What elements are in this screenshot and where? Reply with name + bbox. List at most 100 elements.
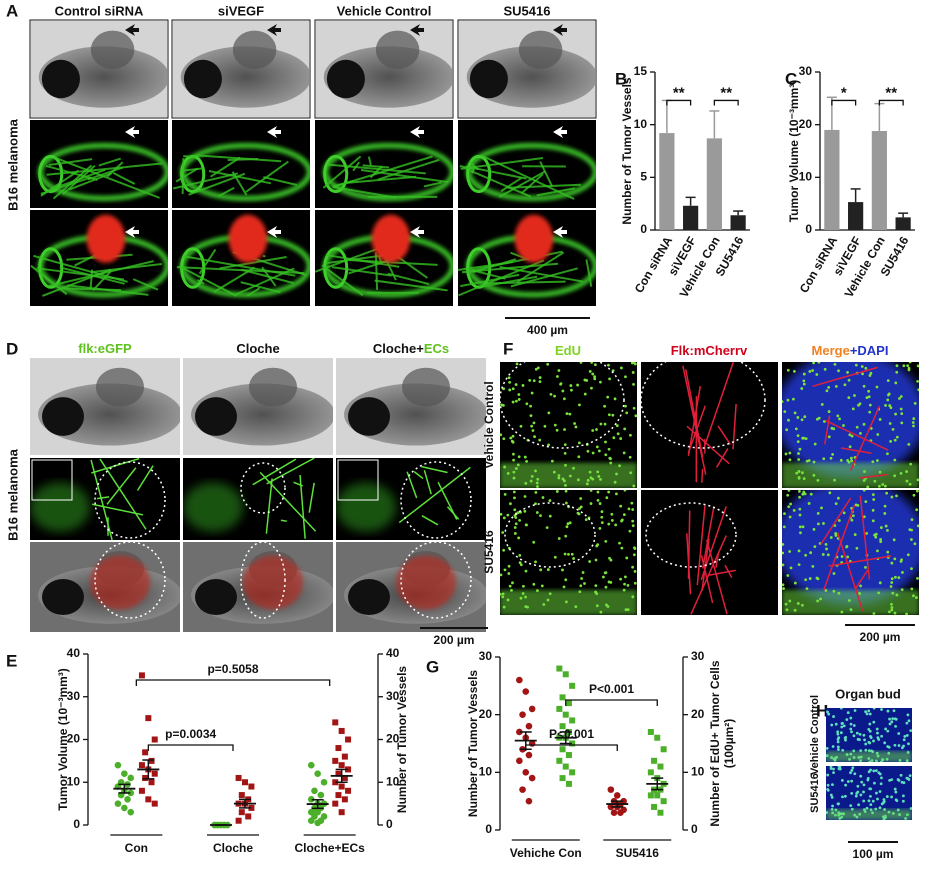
vessel bbox=[176, 266, 305, 275]
vessel bbox=[367, 156, 372, 166]
nucleus bbox=[599, 422, 603, 426]
data-point bbox=[654, 734, 661, 741]
vessel bbox=[263, 176, 298, 187]
nucleus bbox=[584, 518, 588, 522]
data-point bbox=[345, 766, 352, 773]
nucleus bbox=[879, 526, 883, 529]
y-tick-label: 10 bbox=[479, 765, 493, 779]
nucleus bbox=[862, 490, 866, 492]
nucleus bbox=[823, 367, 827, 371]
nucleus bbox=[518, 561, 522, 565]
bottom-glow bbox=[500, 462, 637, 488]
nucleus bbox=[517, 455, 521, 459]
nucleus bbox=[885, 795, 889, 798]
data-point bbox=[556, 665, 563, 672]
nucleus bbox=[829, 456, 833, 460]
tumor-outline bbox=[641, 362, 766, 449]
arrow bbox=[410, 24, 424, 36]
nucleus bbox=[627, 507, 631, 511]
nucleus bbox=[549, 392, 553, 396]
nucleus bbox=[903, 735, 907, 738]
image-content bbox=[183, 358, 333, 455]
nucleus bbox=[846, 555, 850, 559]
nucleus bbox=[868, 374, 872, 377]
nucleus bbox=[893, 743, 897, 747]
image-content bbox=[183, 458, 333, 540]
bar bbox=[824, 129, 840, 230]
vessel bbox=[62, 164, 96, 195]
vessel bbox=[98, 157, 122, 167]
nucleus bbox=[859, 774, 863, 778]
data-point bbox=[332, 800, 339, 807]
nucleus bbox=[840, 708, 843, 710]
nucleus bbox=[890, 577, 894, 581]
x-tick-label: Con bbox=[125, 841, 148, 855]
nucleus bbox=[840, 725, 844, 729]
nucleus bbox=[871, 799, 875, 803]
nucleus bbox=[851, 514, 855, 518]
nucleus bbox=[608, 556, 611, 560]
nucleus bbox=[820, 403, 824, 406]
data-point bbox=[556, 705, 563, 712]
nucleus bbox=[809, 551, 813, 555]
nucleus bbox=[890, 581, 894, 584]
data-point bbox=[242, 779, 248, 786]
data-point bbox=[338, 727, 345, 734]
nucleus bbox=[630, 501, 634, 505]
nucleus bbox=[583, 582, 586, 585]
nucleus bbox=[865, 396, 869, 400]
image-content bbox=[782, 362, 919, 488]
nucleus bbox=[866, 778, 870, 782]
nucleus bbox=[530, 424, 534, 428]
data-point bbox=[145, 796, 152, 803]
data-point bbox=[145, 715, 152, 722]
nucleus bbox=[792, 397, 795, 401]
side-label: B16 melanoma bbox=[5, 448, 20, 541]
nucleus bbox=[837, 766, 841, 768]
nucleus bbox=[563, 397, 566, 401]
vessel bbox=[266, 458, 315, 485]
scale-label: 100 µm bbox=[853, 847, 894, 861]
nucleus bbox=[849, 727, 853, 731]
nucleus bbox=[867, 389, 871, 393]
image-content bbox=[30, 458, 180, 540]
data-point bbox=[651, 803, 658, 810]
nucleus bbox=[863, 738, 866, 742]
tumor-red bbox=[86, 214, 126, 263]
column-heading: SU5416 bbox=[504, 3, 551, 18]
nucleus bbox=[553, 555, 557, 559]
nucleus bbox=[563, 451, 567, 455]
nucleus bbox=[838, 417, 841, 421]
nucleus bbox=[507, 376, 511, 380]
nucleus bbox=[509, 502, 512, 506]
nucleus bbox=[830, 426, 834, 430]
image-content bbox=[173, 21, 309, 117]
nucleus bbox=[615, 492, 618, 496]
data-point bbox=[338, 762, 345, 769]
nucleus bbox=[826, 783, 830, 787]
nucleus bbox=[865, 712, 869, 716]
nucleus bbox=[523, 495, 527, 498]
nucleus bbox=[811, 369, 814, 372]
nucleus bbox=[607, 522, 611, 526]
image-content bbox=[30, 542, 180, 632]
nucleus bbox=[841, 748, 845, 752]
vessel bbox=[812, 366, 878, 388]
nucleus bbox=[607, 490, 611, 494]
nucleus bbox=[591, 429, 595, 432]
vessel bbox=[468, 160, 479, 171]
nucleus bbox=[865, 532, 869, 535]
bar bbox=[659, 133, 675, 230]
significance-label: ** bbox=[720, 84, 732, 101]
nucleus bbox=[849, 716, 853, 720]
nucleus bbox=[898, 397, 901, 400]
nucleus bbox=[787, 418, 790, 422]
nucleus bbox=[832, 715, 835, 718]
data-point bbox=[528, 774, 536, 782]
nucleus bbox=[893, 575, 897, 579]
nucleus bbox=[847, 396, 851, 400]
nucleus bbox=[830, 723, 834, 727]
nucleus bbox=[867, 395, 871, 399]
nucleus bbox=[564, 578, 568, 582]
nucleus bbox=[572, 557, 575, 560]
